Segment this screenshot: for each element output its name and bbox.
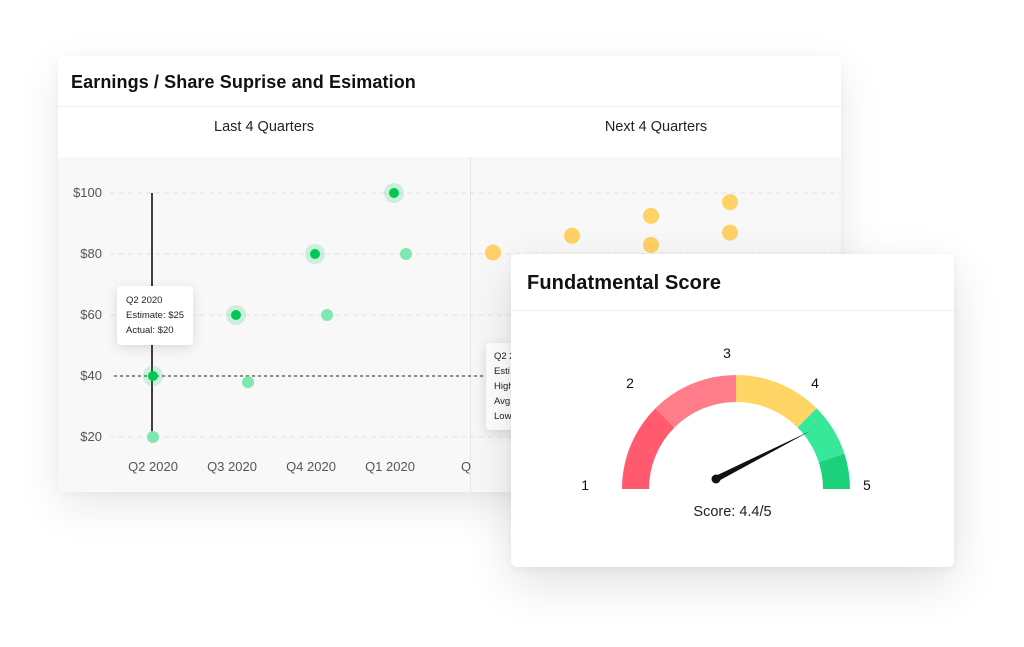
forecast-point bbox=[643, 207, 659, 224]
forecast-point bbox=[722, 224, 738, 241]
estimate-point bbox=[310, 249, 320, 259]
gauge-tick-label: 2 bbox=[626, 375, 634, 391]
tooltip-line: Estimate: $25 bbox=[126, 310, 185, 321]
gauge-tick-label: 1 bbox=[581, 477, 589, 493]
title-divider bbox=[58, 106, 841, 107]
gauge-segment bbox=[736, 375, 817, 428]
gauge-needle bbox=[714, 430, 811, 482]
gauge-segment bbox=[655, 375, 736, 428]
tooltip-line: High bbox=[494, 381, 514, 392]
x-tick-label: Q bbox=[461, 459, 471, 474]
period-last-4-quarters: Last 4 Quarters bbox=[214, 119, 314, 135]
tooltip-line: Q2 2020 bbox=[126, 295, 163, 306]
gauge-tick-label: 5 bbox=[863, 477, 871, 493]
period-divider bbox=[470, 157, 471, 492]
y-tick-label: $60 bbox=[80, 307, 102, 322]
x-tick-label: Q2 2020 bbox=[128, 459, 178, 474]
x-tick-label: Q1 2020 bbox=[365, 459, 415, 474]
estimate-point bbox=[389, 188, 399, 198]
y-tick-label: $100 bbox=[73, 185, 102, 200]
forecast-point bbox=[485, 244, 501, 261]
forecast-point bbox=[643, 236, 659, 253]
y-tick-label: $80 bbox=[80, 246, 102, 261]
tooltip-line: Low bbox=[494, 411, 512, 422]
gauge-segment bbox=[797, 408, 845, 463]
gauge-needle-hub bbox=[711, 474, 721, 484]
period-next-4-quarters: Next 4 Quarters bbox=[604, 119, 708, 135]
estimate-point bbox=[148, 371, 158, 381]
actual-point bbox=[147, 431, 159, 443]
earnings-title: Earnings / Share Suprise and Esimation bbox=[71, 72, 416, 92]
actual-point bbox=[321, 309, 333, 321]
tooltip-line: Actual: $20 bbox=[126, 325, 174, 336]
score-gauge: 1 2 3 4 5 bbox=[581, 345, 871, 493]
gauge-tick-label: 3 bbox=[723, 345, 731, 361]
score-label: Score: 4.4/5 bbox=[693, 504, 772, 520]
gauge-segment bbox=[818, 453, 850, 489]
gauge-segment bbox=[622, 408, 675, 489]
score-title: Fundatmental Score bbox=[527, 272, 722, 294]
x-tick-label: Q4 2020 bbox=[286, 459, 336, 474]
gauge-tick-label: 4 bbox=[811, 375, 819, 391]
estimate-point bbox=[231, 310, 241, 320]
earnings-scatter-chart: $100 $80 $60 $40 $20 Q2 2020 Q3 2020 Q4 2020 Q1 … bbox=[73, 183, 841, 474]
fundamental-score-card: Fundatmental Score 1 2 3 4 5 Score: 4.4/5 bbox=[511, 254, 954, 567]
x-tick-label: Q3 2020 bbox=[207, 459, 257, 474]
forecast-point bbox=[722, 194, 738, 211]
actual-point bbox=[400, 248, 412, 260]
forecast-point bbox=[564, 227, 580, 244]
score-title-divider bbox=[511, 310, 954, 311]
y-tick-label: $40 bbox=[80, 368, 102, 383]
estimate-tooltip: Q2 2020 Estimate: $25 Actual: $20 bbox=[117, 286, 194, 345]
tooltip-line: Esti bbox=[494, 366, 510, 377]
tooltip-line: Avg bbox=[494, 396, 511, 407]
y-tick-label: $20 bbox=[80, 429, 102, 444]
tooltip-line: Q2 2 bbox=[494, 351, 515, 362]
actual-point bbox=[242, 376, 254, 389]
